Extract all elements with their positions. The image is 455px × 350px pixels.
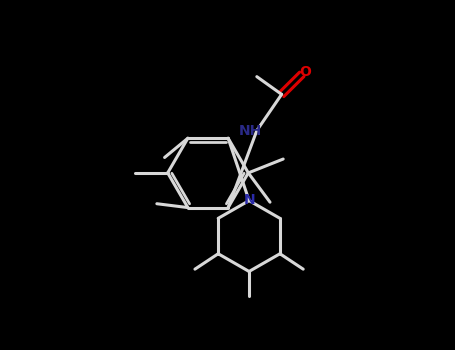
Text: O: O [299, 65, 311, 79]
Text: NH: NH [239, 124, 262, 138]
Text: N: N [244, 193, 256, 207]
